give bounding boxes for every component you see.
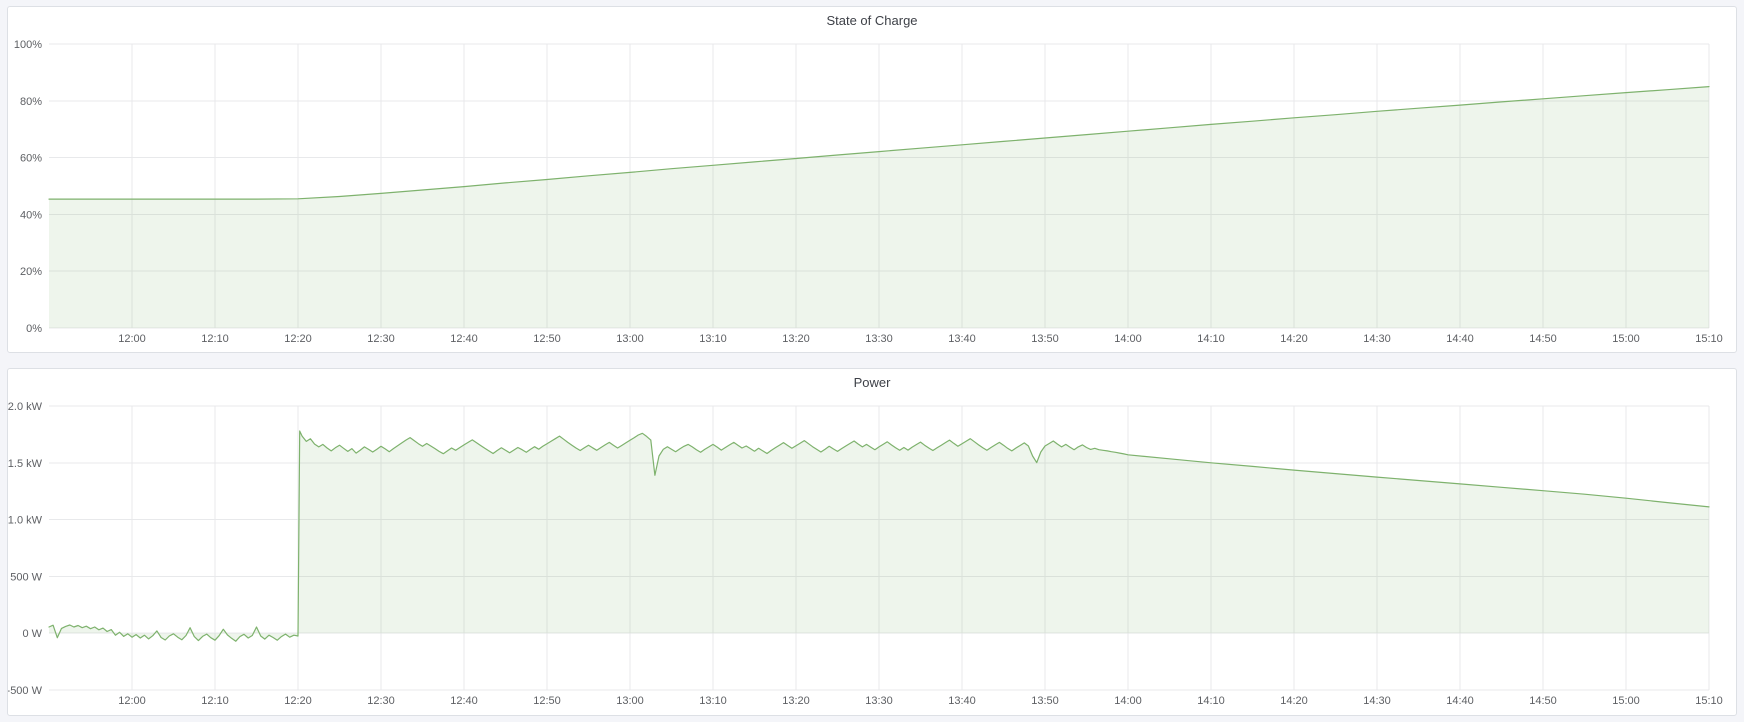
x-axis-tick-label: 14:00 <box>1114 695 1142 707</box>
chart-canvas: 100% 80% 60% 40% 20% 0% 12:00 12:10 12:20 12:30 12… <box>14 39 1723 345</box>
x-axis-tick-label: 12:30 <box>367 695 395 707</box>
x-axis-tick-label: 13:40 <box>948 695 976 707</box>
x-axis-tick-label: 15:00 <box>1612 333 1640 345</box>
x-axis-tick-label: 12:50 <box>533 333 561 345</box>
state-of-charge-chart[interactable]: 100% 80% 60% 40% 20% 0% 12:00 12:10 12:20 12:30 12… <box>8 35 1736 352</box>
x-axis-tick-label: 13:20 <box>782 333 810 345</box>
x-axis-tick-label: 15:10 <box>1695 695 1723 707</box>
x-axis-tick-label: 13:30 <box>865 333 893 345</box>
x-axis-tick-label: 12:20 <box>284 333 312 345</box>
chart-canvas: 2.0 kW 1.5 kW 1.0 kW 500 W 0 W -500 W 12:00 12:… <box>8 401 1723 707</box>
series-fill <box>49 86 1709 328</box>
y-axis-tick-label: 0% <box>26 323 42 335</box>
x-axis-tick-label: 12:30 <box>367 333 395 345</box>
x-axis-tick-label: 13:50 <box>1031 333 1059 345</box>
x-axis-tick-label: 12:00 <box>118 695 146 707</box>
x-axis-tick-label: 13:20 <box>782 695 810 707</box>
x-axis-tick-label: 12:00 <box>118 333 146 345</box>
x-axis-tick-label: 14:10 <box>1197 333 1225 345</box>
x-axis-tick-label: 13:00 <box>616 333 644 345</box>
x-axis-tick-label: 14:40 <box>1446 695 1474 707</box>
x-axis-tick-label: 15:10 <box>1695 333 1723 345</box>
x-axis-tick-label: 12:40 <box>450 333 478 345</box>
series-fill <box>49 431 1709 642</box>
x-axis-tick-label: 14:10 <box>1197 695 1225 707</box>
x-axis-tick-label: 13:10 <box>699 695 727 707</box>
x-axis-tick-label: 14:50 <box>1529 695 1557 707</box>
x-axis-tick-label: 14:50 <box>1529 333 1557 345</box>
y-axis-tick-label: -500 W <box>8 685 43 697</box>
y-axis-tick-label: 0 W <box>22 628 42 640</box>
panel-power: Power 2.0 kW 1.5 kW 1.0 kW 500 W 0 W -500 W 12… <box>7 368 1737 716</box>
x-axis-tick-label: 12:10 <box>201 333 229 345</box>
y-axis-tick-label: 500 W <box>10 571 42 583</box>
x-axis-tick-label: 13:00 <box>616 695 644 707</box>
x-axis-tick-label: 14:30 <box>1363 695 1391 707</box>
x-axis-tick-label: 13:40 <box>948 333 976 345</box>
x-axis-tick-label: 12:10 <box>201 695 229 707</box>
y-axis-tick-label: 80% <box>20 96 42 108</box>
x-axis-tick-label: 13:30 <box>865 695 893 707</box>
x-axis-tick-label: 13:50 <box>1031 695 1059 707</box>
panel-title-state-of-charge[interactable]: State of Charge <box>826 13 918 28</box>
series-line <box>48 430 1710 642</box>
x-axis-tick-label: 15:00 <box>1612 695 1640 707</box>
y-axis-tick-label: 20% <box>20 266 42 278</box>
y-axis-tick-label: 60% <box>20 153 42 165</box>
series-line <box>48 86 1710 200</box>
x-axis-tick-label: 12:50 <box>533 695 561 707</box>
x-axis-tick-label: 14:20 <box>1280 695 1308 707</box>
x-axis-tick-label: 14:30 <box>1363 333 1391 345</box>
x-axis-tick-label: 14:20 <box>1280 333 1308 345</box>
x-axis-tick-label: 12:40 <box>450 695 478 707</box>
x-axis-tick-label: 13:10 <box>699 333 727 345</box>
y-axis-tick-label: 100% <box>14 39 42 51</box>
x-axis-tick-label: 14:00 <box>1114 333 1142 345</box>
y-axis-tick-label: 2.0 kW <box>8 401 43 413</box>
power-chart[interactable]: 2.0 kW 1.5 kW 1.0 kW 500 W 0 W -500 W 12:00 12:… <box>8 397 1736 715</box>
y-axis-tick-label: 1.0 kW <box>8 515 43 527</box>
x-axis-tick-label: 12:20 <box>284 695 312 707</box>
x-axis-tick-label: 14:40 <box>1446 333 1474 345</box>
y-axis-tick-label: 40% <box>20 209 42 221</box>
y-axis-tick-label: 1.5 kW <box>8 458 43 470</box>
panel-state-of-charge: State of Charge 100% 80% 60% 40% 20% 0% 12:00 1… <box>7 6 1737 353</box>
panel-title-power[interactable]: Power <box>853 375 891 390</box>
